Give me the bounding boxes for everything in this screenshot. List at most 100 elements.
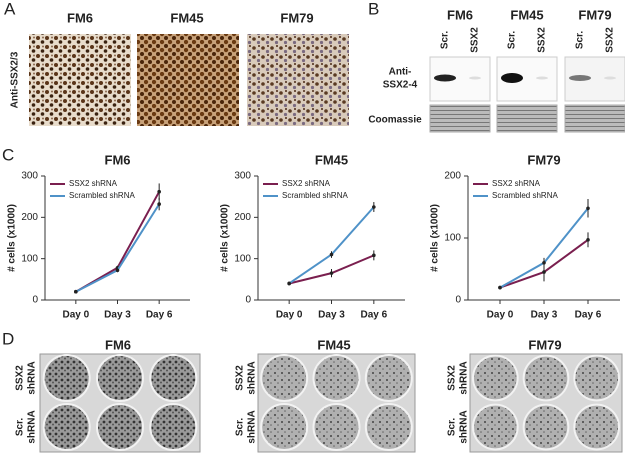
line-chart: FM79 # cells (x1000) 0 100 200 Day 0 Day 3 Day … [430,152,620,321]
lane-label: SSX2 [470,27,481,53]
y-tick-label: 0 [245,295,251,306]
y-axis-label: # cells (x1000) [7,204,18,272]
x-tick-label: Day 3 [104,310,131,321]
panel-title: FM45 [317,337,350,352]
well [260,354,309,402]
marker [372,253,376,258]
y-tick-label: 200 [234,212,251,223]
row-label: Scr. [15,418,26,437]
lane-label: SSX2 [537,27,548,53]
x-tick-label: Day 3 [318,310,345,321]
well [573,403,621,451]
row-label: shRNA [247,361,258,394]
x-tick-label: Day 6 [575,310,602,321]
marker [329,271,334,275]
marker [74,289,78,294]
well [260,403,309,451]
marker [498,285,502,290]
panel-label: B [368,0,379,18]
row-label: Anti- [389,67,412,78]
well [96,403,144,451]
coomassie [564,104,625,133]
band [536,76,548,80]
marker [157,202,161,206]
band [469,76,481,80]
x-tick-label: Day 6 [146,310,173,321]
blot-title: FM6 [447,7,473,22]
well [522,354,570,402]
band [569,75,591,81]
series-line [75,191,161,293]
panel-title: FM79 [528,337,561,352]
row-label: SSX2 [15,365,26,391]
x-tick-label: Day 0 [276,310,303,321]
row-label: SSX2 [447,365,458,391]
row-label: Scr. [235,418,246,437]
marker [329,252,334,257]
legend-label: Scrambled shRNA [492,191,558,200]
line-chart: FM6 # cells (x1000) 0 100 200 300 Day 0 Day 3 Da… [7,152,190,321]
chart-title: FM6 [105,152,131,167]
well [149,403,198,451]
row-label: shRNA [459,361,470,394]
x-tick-label: Day 3 [531,310,558,321]
x-tick-label: Day 0 [487,310,514,321]
series-line [75,203,161,293]
panel-title: FM79 [280,10,313,25]
row-label: SSX2-4 [383,80,418,91]
row-label: shRNA [459,410,470,443]
ihc-image [247,34,349,126]
y-tick-label: 100 [21,253,38,264]
coomassie [496,104,558,133]
panel-title: FM6 [67,10,93,25]
y-tick-label: 0 [455,295,461,306]
lane-label: Scr. [507,31,518,50]
row-label: shRNA [247,410,258,443]
y-axis-label: # cells (x1000) [430,204,441,272]
well [149,354,198,402]
marker [115,268,120,273]
blot-title: FM45 [510,7,543,22]
blot-title: FM79 [578,7,611,22]
y-tick-label: 200 [21,212,38,223]
chart-title: FM79 [527,152,560,167]
y-tick-label: 300 [21,171,38,182]
well [573,354,621,402]
ylabel: Anti-SSX2/3 [10,51,21,108]
coomassie [429,104,491,133]
well [364,354,413,402]
well [42,403,91,451]
panel-title: FM6 [105,337,131,352]
y-tick-label: 0 [32,295,38,306]
marker [542,270,546,274]
panel-title: FM45 [170,10,203,25]
legend-label: Scrambled shRNA [282,191,348,200]
legend-label: Scrambled shRNA [69,191,135,200]
panel-label: A [4,0,16,18]
y-tick-label: 300 [234,171,251,182]
band [604,76,616,80]
panel-label: C [2,145,14,164]
row-label: shRNA [27,361,38,394]
lane-label: Scr. [440,31,451,50]
chart-title: FM45 [315,152,348,167]
row-label: shRNA [27,410,38,443]
line-chart: FM45 # cells (x1000) 0 100 200 300 Day 0 Day 3 D… [220,152,405,321]
well [522,403,570,451]
lane-label: SSX2 [605,27,616,53]
well [472,354,519,402]
y-tick-label: 100 [234,253,251,264]
row-label: Scr. [447,418,458,437]
marker [287,281,291,286]
marker [586,238,590,242]
well [312,354,361,402]
marker [586,206,590,211]
row-label: SSX2 [235,365,246,391]
well [96,354,144,402]
y-axis-label: # cells (x1000) [220,204,231,272]
panel-label: D [2,329,14,348]
marker [372,205,376,209]
band [501,73,523,83]
lane-label: Scr. [575,31,586,50]
x-tick-label: Day 0 [62,310,89,321]
